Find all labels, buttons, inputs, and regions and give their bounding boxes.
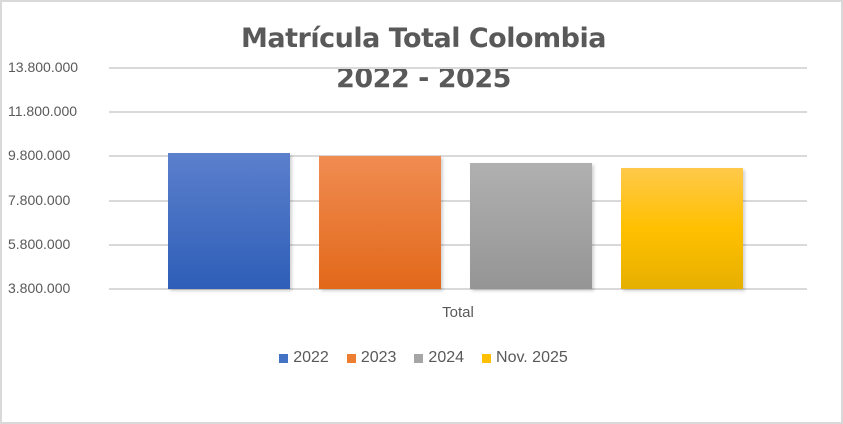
legend-swatch-icon xyxy=(279,353,289,363)
legend-item-2023[interactable]: 2023 xyxy=(346,349,397,367)
legend-item-2024[interactable]: 2024 xyxy=(414,349,464,367)
y-tick-label: 13.800.000 xyxy=(8,59,79,75)
y-tick-label: 3.800.000 xyxy=(8,280,71,296)
y-tick-label: 5.800.000 xyxy=(8,236,71,252)
gridline xyxy=(109,155,807,157)
legend-label: Nov. 2025 xyxy=(496,349,568,366)
bar-2024[interactable] xyxy=(470,162,592,289)
y-tick-label: 9.800.000 xyxy=(8,147,71,163)
y-tick-label: 7.800.000 xyxy=(8,192,71,208)
legend-label: 2023 xyxy=(360,349,397,366)
axis-baseline xyxy=(109,288,807,290)
legend-swatch-icon xyxy=(414,353,424,363)
legend-label: 2024 xyxy=(428,349,465,366)
gridline xyxy=(109,111,807,113)
legend-swatch-icon xyxy=(482,353,492,363)
bar-nov-2025[interactable] xyxy=(621,167,743,289)
y-tick-label: 11.800.000 xyxy=(8,103,78,119)
legend: 2022 2023 2024 Nov. 2025 xyxy=(2,349,843,367)
bar-2023[interactable] xyxy=(319,156,441,289)
gridline xyxy=(109,200,807,202)
legend-item-2022[interactable]: 2022 xyxy=(279,349,329,367)
chart-title: Matrícula Total Colombia xyxy=(241,23,606,54)
legend-label: 2022 xyxy=(293,349,329,366)
x-category-label: Total xyxy=(442,304,474,321)
gridline xyxy=(109,67,807,69)
bar-2022[interactable] xyxy=(168,153,290,289)
legend-item-nov-2025[interactable]: Nov. 2025 xyxy=(482,349,568,367)
gridline xyxy=(109,244,807,246)
legend-swatch-icon xyxy=(346,353,356,363)
